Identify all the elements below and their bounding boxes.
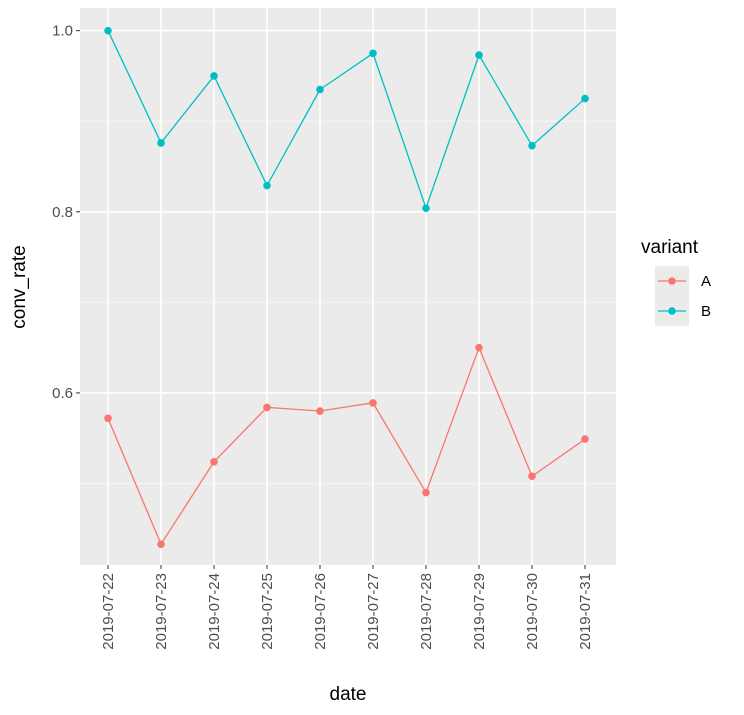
legend-label-b: B — [701, 303, 711, 320]
data-point-b — [475, 51, 483, 59]
data-point-a — [581, 435, 589, 443]
y-axis-title: conv_rate — [9, 245, 30, 328]
legend-label-a: A — [701, 273, 711, 290]
x-tick-label: 2019-07-26 — [312, 573, 329, 650]
x-axis-title: date — [330, 684, 367, 705]
data-point-b — [422, 204, 430, 212]
data-point-b — [210, 72, 218, 80]
legend-title: variant — [641, 237, 699, 258]
x-tick-label: 2019-07-22 — [100, 573, 117, 650]
x-tick-label: 2019-07-23 — [153, 573, 170, 650]
x-tick-label: 2019-07-30 — [524, 573, 541, 650]
data-point-a — [157, 540, 165, 548]
y-tick-label: 0.6 — [52, 385, 73, 402]
series-layer — [104, 26, 589, 548]
y-axis: 0.6 0.8 1.0 — [52, 23, 80, 402]
series-line-b — [107, 30, 586, 211]
x-tick-label: 2019-07-24 — [206, 573, 223, 650]
legend-key-point-a — [668, 277, 676, 285]
x-tick-label: 2019-07-25 — [259, 573, 276, 650]
y-tick-label: 1.0 — [52, 23, 73, 40]
data-point-b — [369, 49, 377, 58]
data-point-b — [104, 26, 112, 35]
x-tick-label: 2019-07-31 — [577, 573, 594, 650]
data-point-a — [422, 488, 430, 497]
x-tick-label: 2019-07-27 — [365, 573, 382, 650]
x-axis: 2019-07-22 2019-07-23 2019-07-24 2019-07-25… — [100, 565, 594, 650]
panel-background — [80, 8, 616, 565]
x-tick-label: 2019-07-28 — [418, 573, 435, 650]
data-point-b — [157, 139, 165, 147]
x-tick-label: 2019-07-29 — [471, 573, 488, 650]
data-point-a — [369, 399, 377, 407]
data-point-b — [581, 94, 589, 103]
data-point-a — [210, 457, 218, 466]
legend: variant AB — [641, 237, 711, 326]
data-point-a — [475, 343, 483, 352]
data-point-a — [263, 403, 271, 412]
y-tick-label: 0.8 — [52, 204, 73, 221]
data-point-a — [528, 472, 536, 481]
data-point-b — [528, 141, 536, 150]
data-point-a — [316, 407, 324, 415]
minor-gridlines — [80, 120, 616, 484]
legend-key-point-b — [668, 307, 676, 315]
data-point-b — [316, 85, 324, 94]
data-point-a — [104, 414, 112, 423]
series-line-a — [107, 345, 586, 546]
data-point-b — [263, 181, 271, 190]
